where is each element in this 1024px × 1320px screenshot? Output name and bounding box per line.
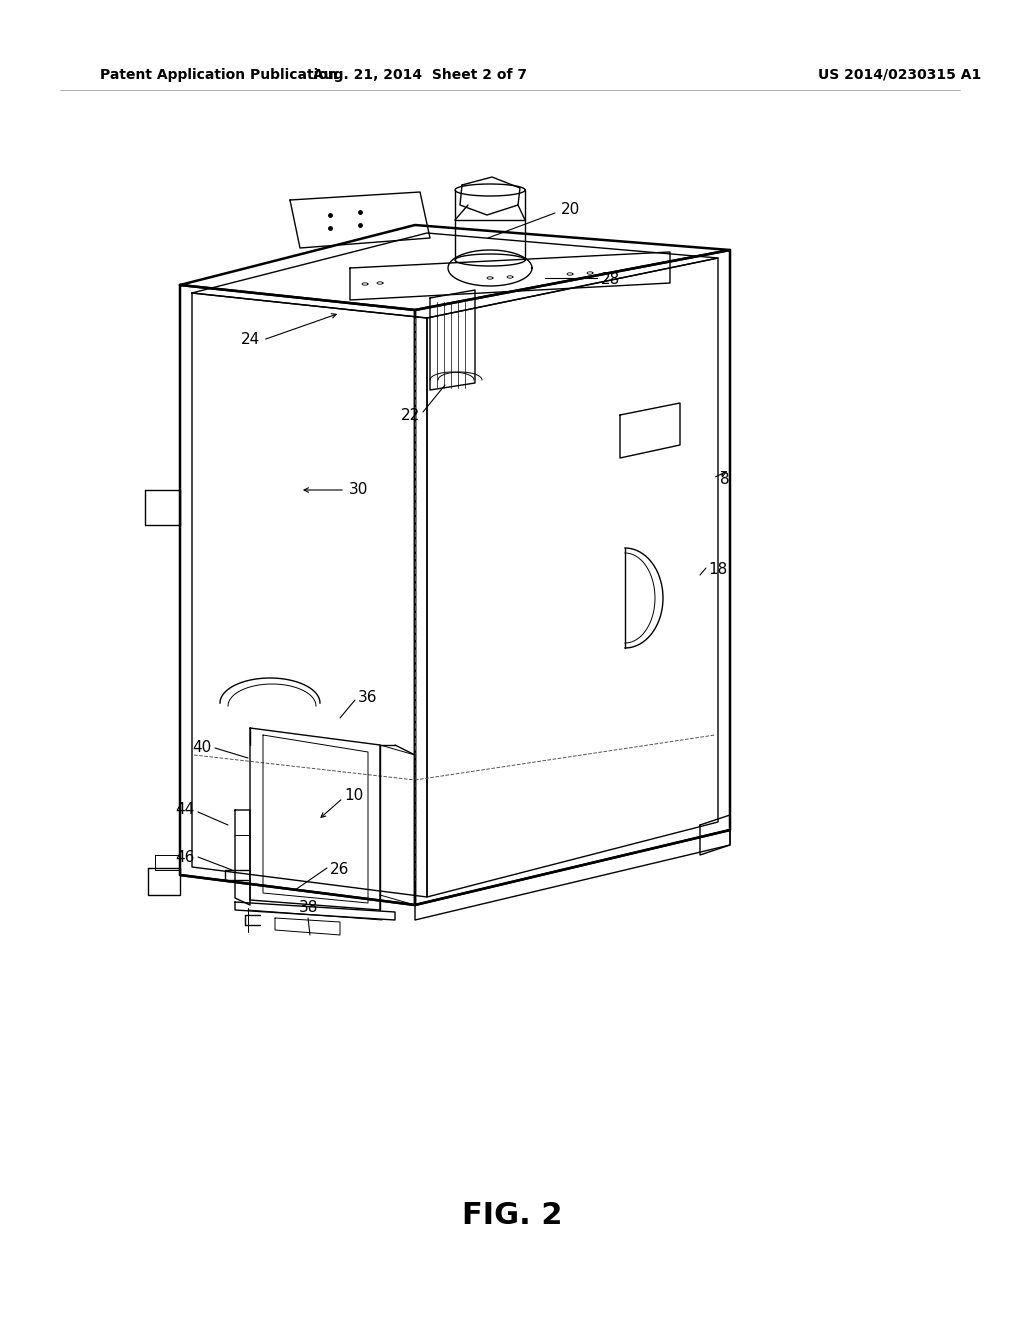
Text: 46: 46 bbox=[175, 850, 195, 866]
Text: Aug. 21, 2014  Sheet 2 of 7: Aug. 21, 2014 Sheet 2 of 7 bbox=[313, 69, 527, 82]
Text: 44: 44 bbox=[175, 803, 195, 817]
Text: 40: 40 bbox=[193, 741, 212, 755]
Text: 26: 26 bbox=[331, 862, 349, 878]
Text: Patent Application Publication: Patent Application Publication bbox=[100, 69, 338, 82]
Text: 38: 38 bbox=[298, 899, 317, 915]
Text: 8: 8 bbox=[720, 473, 730, 487]
Text: FIG. 2: FIG. 2 bbox=[462, 1200, 562, 1229]
Text: 22: 22 bbox=[400, 408, 420, 422]
Text: 20: 20 bbox=[560, 202, 580, 218]
Text: 30: 30 bbox=[348, 483, 368, 498]
Text: 18: 18 bbox=[709, 562, 728, 578]
Text: 10: 10 bbox=[344, 788, 364, 803]
Text: US 2014/0230315 A1: US 2014/0230315 A1 bbox=[818, 69, 982, 82]
Text: 28: 28 bbox=[600, 272, 620, 288]
Text: 36: 36 bbox=[358, 690, 378, 705]
Text: 24: 24 bbox=[241, 333, 260, 347]
